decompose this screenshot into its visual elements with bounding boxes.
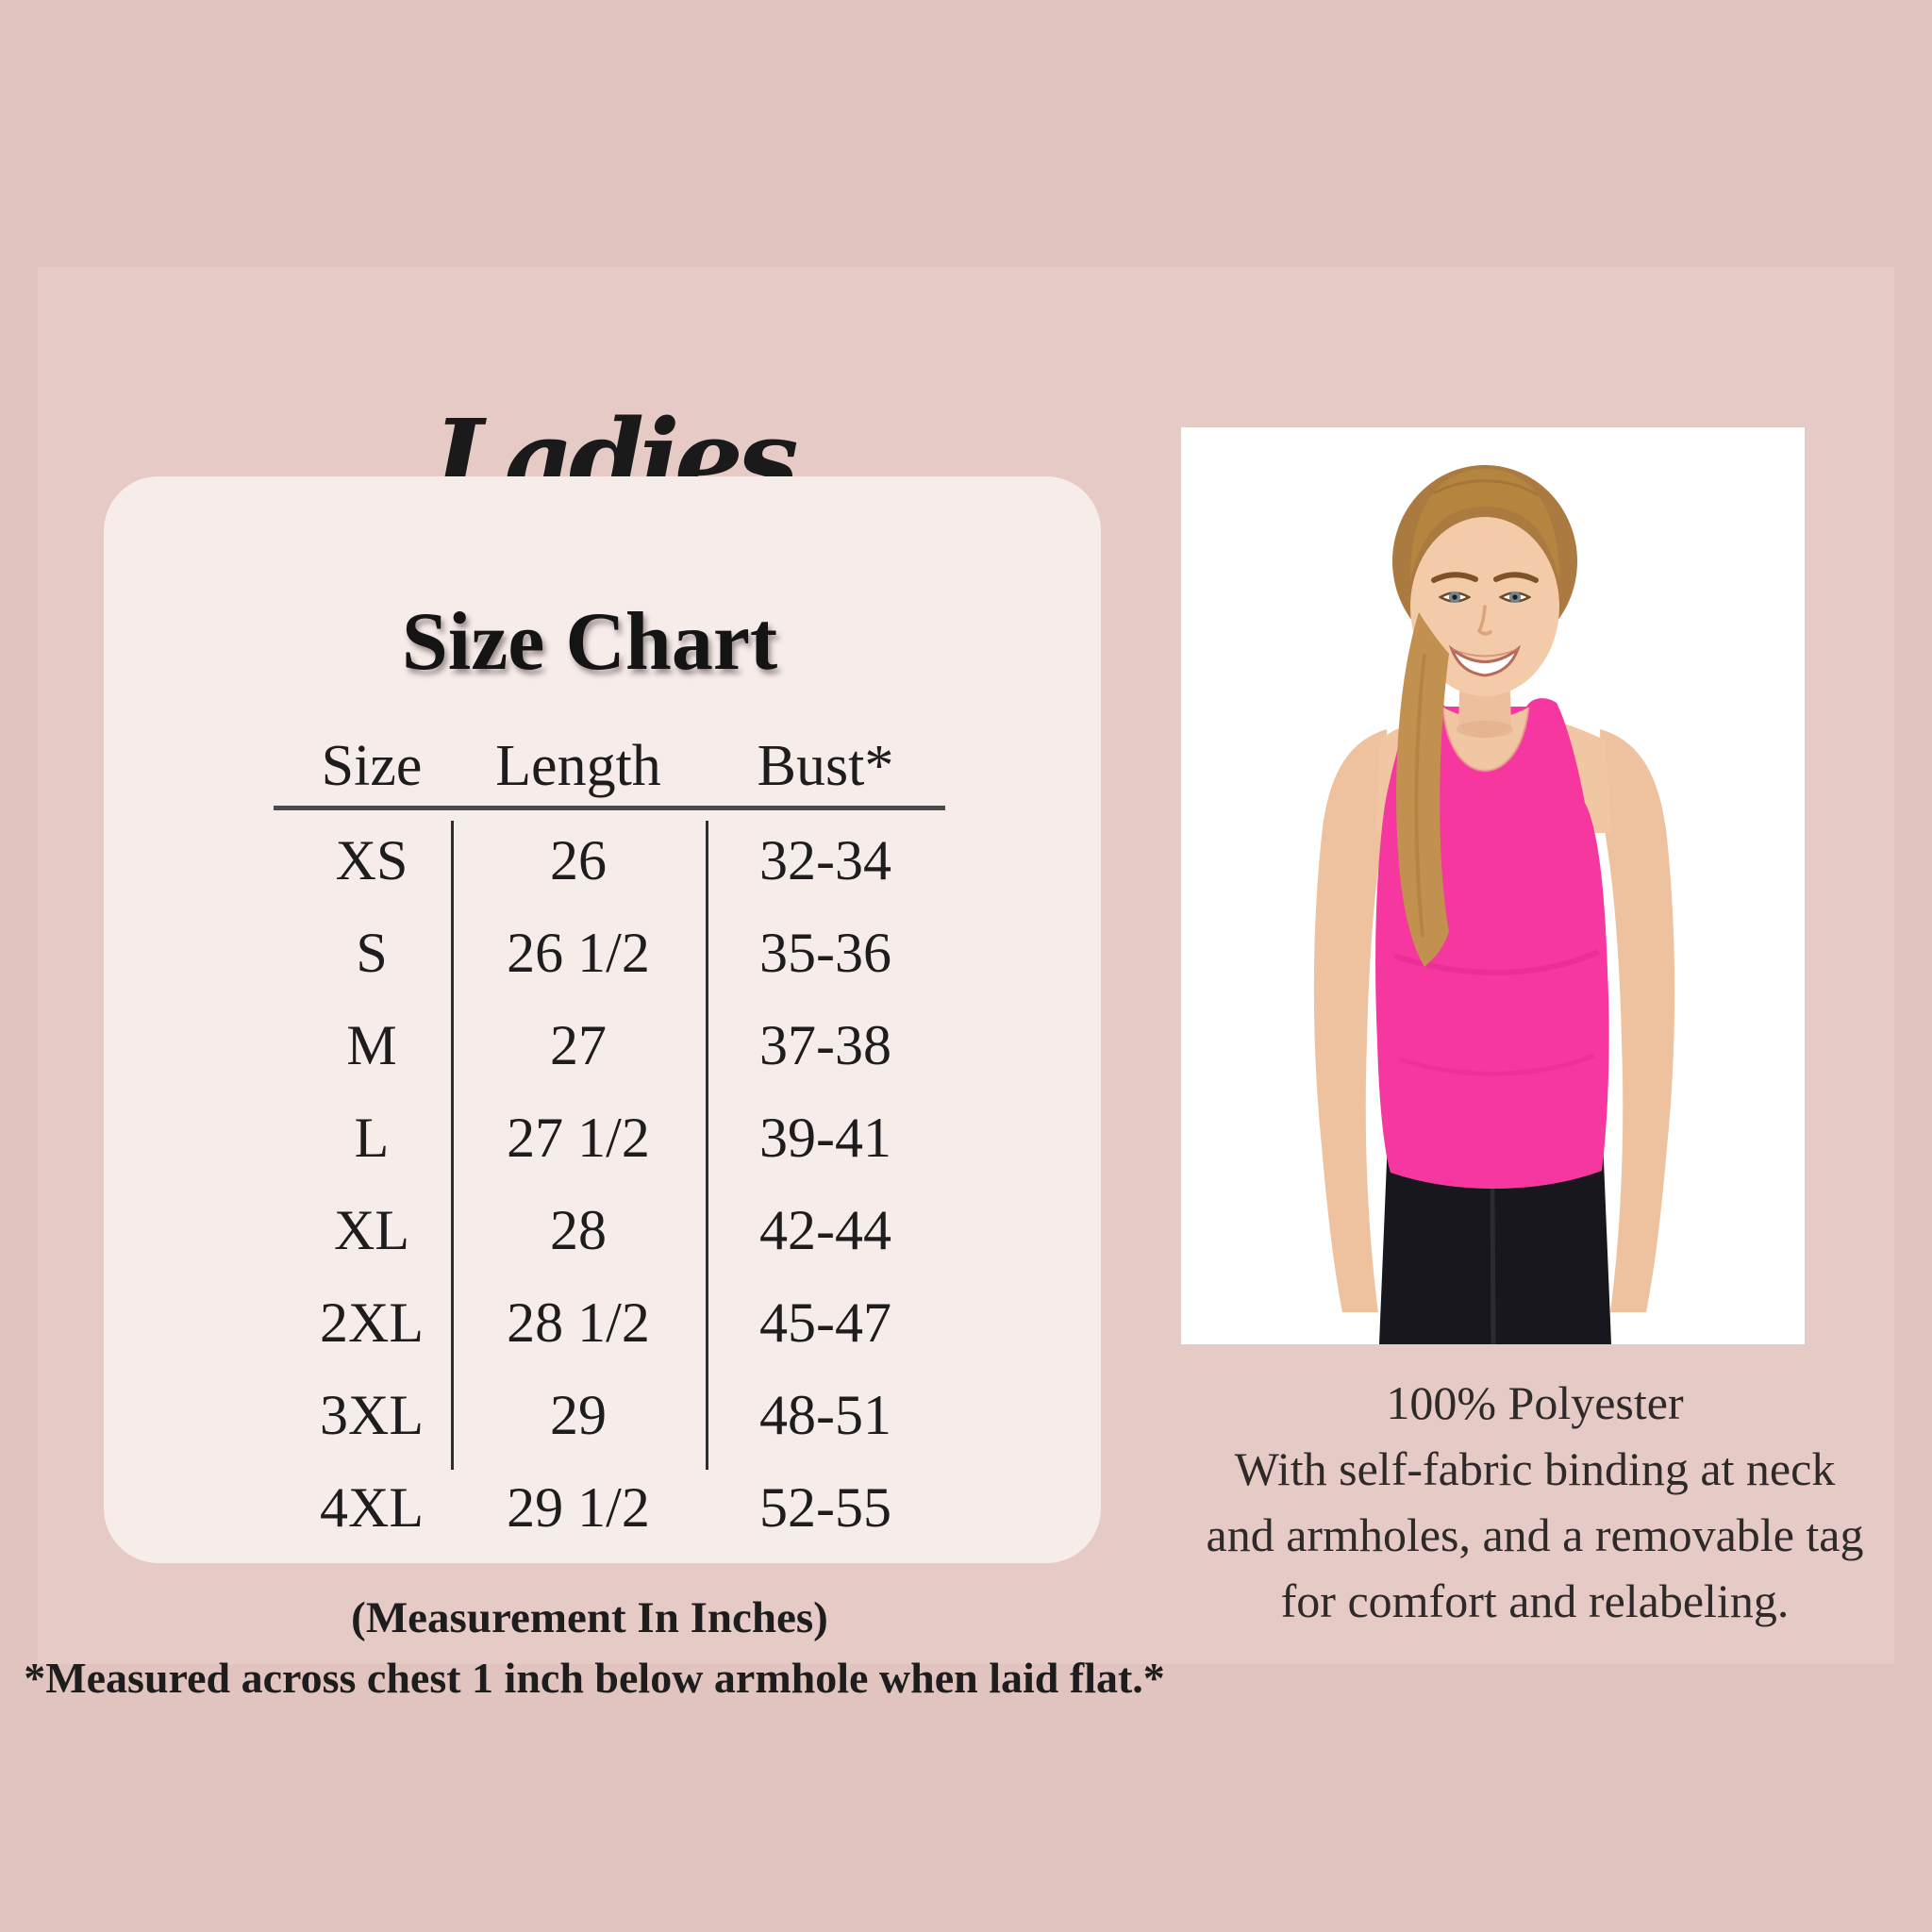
- header-size: Size: [321, 734, 423, 798]
- model-leggings-seam: [1490, 1181, 1496, 1345]
- model-ponytail: [1396, 612, 1449, 967]
- model-eyes: [1438, 591, 1532, 603]
- cell-length: 28: [550, 1198, 607, 1261]
- cell-length: 27 1/2: [507, 1106, 650, 1169]
- model-smile: [1448, 644, 1522, 677]
- measure-note: *Measured across chest 1 inch below armh…: [24, 1654, 1165, 1702]
- cell-bust: 35-36: [759, 921, 891, 984]
- table-row: XL 28 42-44: [170, 1184, 945, 1276]
- cell-length: 26 1/2: [507, 921, 650, 984]
- cell-bust: 48-51: [759, 1383, 891, 1446]
- cell-length: 29: [550, 1383, 607, 1446]
- table-row: 3XL 29 48-51: [170, 1369, 945, 1461]
- table-row: 4XL 29 1/2 52-55: [170, 1461, 945, 1554]
- neckline-edge: [1441, 707, 1530, 773]
- caption-line: 100% Polyester: [1386, 1376, 1684, 1429]
- table-row: L 27 1/2 39-41: [170, 1091, 945, 1184]
- neck-shadow: [1457, 721, 1513, 738]
- cell-bust: 52-55: [759, 1475, 891, 1539]
- cell-size: 4XL: [320, 1475, 424, 1539]
- cell-length: 28 1/2: [507, 1291, 650, 1354]
- table-row: M 27 37-38: [170, 999, 945, 1091]
- hair-strand: [1433, 479, 1539, 497]
- model-upper-lip: [1451, 648, 1519, 658]
- cell-size: 2XL: [320, 1291, 424, 1354]
- model-hair-front: [1410, 469, 1559, 580]
- header-bust: Bust*: [757, 734, 894, 798]
- size-table-header-row: Size Length Bust*: [170, 726, 945, 800]
- size-chart-card: [104, 476, 1101, 1563]
- units-note: (Measurement In Inches): [351, 1593, 828, 1642]
- tank-fold-shadow: [1399, 1053, 1595, 1076]
- tank-fold-shadow: [1393, 949, 1600, 975]
- caption-line: for comfort and relabeling.: [1280, 1574, 1790, 1627]
- cell-size: L: [354, 1106, 390, 1169]
- model-photo-illustration: [1181, 427, 1805, 1345]
- size-table-body: XS 26 32-34 S 26 1/2 35-36 M 27 37-38 L …: [170, 814, 945, 1554]
- caption-line: and armholes, and a removable tag: [1206, 1508, 1864, 1561]
- size-table: Size Length Bust* XS 26 32-34 S 26 1/2 3…: [170, 726, 945, 1554]
- cell-length: 29 1/2: [507, 1475, 650, 1539]
- product-caption: 100% Polyester With self-fabric binding …: [1181, 1370, 1889, 1634]
- ponytail-strand: [1414, 653, 1426, 938]
- cell-size: M: [346, 1013, 397, 1076]
- cell-bust: 42-44: [759, 1198, 891, 1261]
- model-nose: [1476, 605, 1492, 636]
- model-right-arm: [1600, 729, 1675, 1312]
- cell-bust: 37-38: [759, 1013, 891, 1076]
- product-photo: [1181, 427, 1805, 1345]
- cell-bust: 39-41: [759, 1106, 891, 1169]
- header-length: Length: [495, 734, 661, 798]
- cell-bust: 32-34: [759, 828, 891, 891]
- cell-length: 27: [550, 1013, 607, 1076]
- model-head: [1392, 465, 1577, 696]
- model-left-arm: [1313, 729, 1387, 1312]
- column-divider-2: [706, 821, 708, 1470]
- cell-size: XS: [335, 828, 408, 891]
- table-row: XS 26 32-34: [170, 814, 945, 907]
- cell-length: 26: [550, 828, 607, 891]
- table-row: S 26 1/2 35-36: [170, 907, 945, 999]
- cell-size: XL: [334, 1198, 409, 1261]
- column-divider-1: [451, 821, 454, 1470]
- cell-bust: 45-47: [759, 1291, 891, 1354]
- caption-line: With self-fabric binding at neck: [1234, 1442, 1836, 1495]
- table-row: 2XL 28 1/2 45-47: [170, 1276, 945, 1369]
- header-rule: [274, 806, 945, 810]
- cell-size: S: [356, 921, 388, 984]
- size-chart-heading: Size Chart: [401, 596, 778, 688]
- cell-size: 3XL: [320, 1383, 424, 1446]
- model-right-brow: [1493, 572, 1539, 583]
- model-left-brow: [1431, 572, 1478, 583]
